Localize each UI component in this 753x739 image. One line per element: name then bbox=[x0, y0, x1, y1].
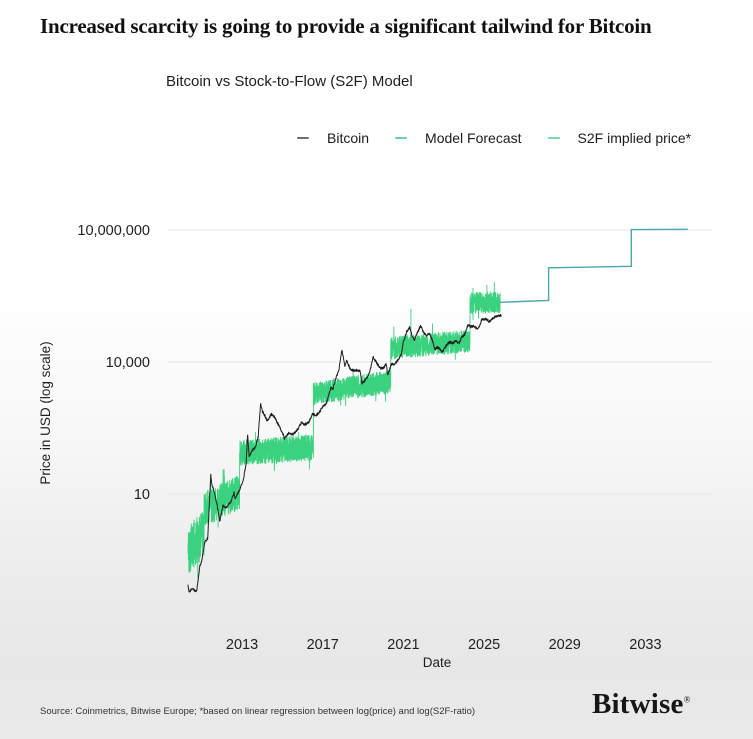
registered-trademark-icon: ® bbox=[683, 694, 691, 705]
x-tick-label: 2029 bbox=[549, 637, 581, 653]
legend-label-s2f-implied-price: S2F implied price* bbox=[577, 130, 692, 146]
legend-label-model-forecast: Model Forecast bbox=[425, 130, 522, 146]
x-tick-label: 2025 bbox=[468, 637, 500, 653]
y-tick-label: 10,000 bbox=[106, 355, 150, 371]
chart-title: Bitcoin vs Stock-to-Flow (S2F) Model bbox=[166, 73, 413, 90]
x-tick-label: 2033 bbox=[629, 637, 661, 653]
x-axis-title: Date bbox=[423, 655, 452, 670]
chart-legend: Bitcoin Model Forecast S2F implied price… bbox=[297, 130, 691, 146]
x-tick-label: 2017 bbox=[307, 637, 339, 653]
model-forecast-line-swatch-icon bbox=[395, 136, 408, 140]
legend-item-model-forecast: Model Forecast bbox=[395, 130, 522, 146]
source-note: Source: Coinmetrics, Bitwise Europe; *ba… bbox=[40, 706, 476, 717]
s2f-implied-price-series bbox=[187, 282, 501, 579]
bitcoin-line-swatch-icon bbox=[297, 136, 309, 140]
model-forecast-series bbox=[500, 228, 688, 303]
s2f-implied-line-swatch-icon bbox=[547, 136, 560, 140]
x-tick-label: 2021 bbox=[387, 637, 419, 653]
legend-item-bitcoin: Bitcoin bbox=[297, 130, 369, 146]
page-title: Increased scarcity is going to provide a… bbox=[40, 14, 652, 38]
y-axis-title: Price in USD (log scale) bbox=[38, 341, 53, 484]
bitwise-logo-text: Bitwise bbox=[592, 688, 684, 720]
y-tick-label: 10 bbox=[134, 487, 150, 503]
y-tick-label: 10,000,000 bbox=[77, 223, 150, 239]
bitwise-logo: Bitwise® bbox=[592, 688, 691, 721]
legend-item-s2f-implied-price: S2F implied price* bbox=[547, 130, 692, 146]
x-tick-label: 2013 bbox=[226, 637, 258, 653]
legend-label-bitcoin: Bitcoin bbox=[327, 130, 370, 146]
bitcoin-price-series bbox=[187, 313, 502, 593]
